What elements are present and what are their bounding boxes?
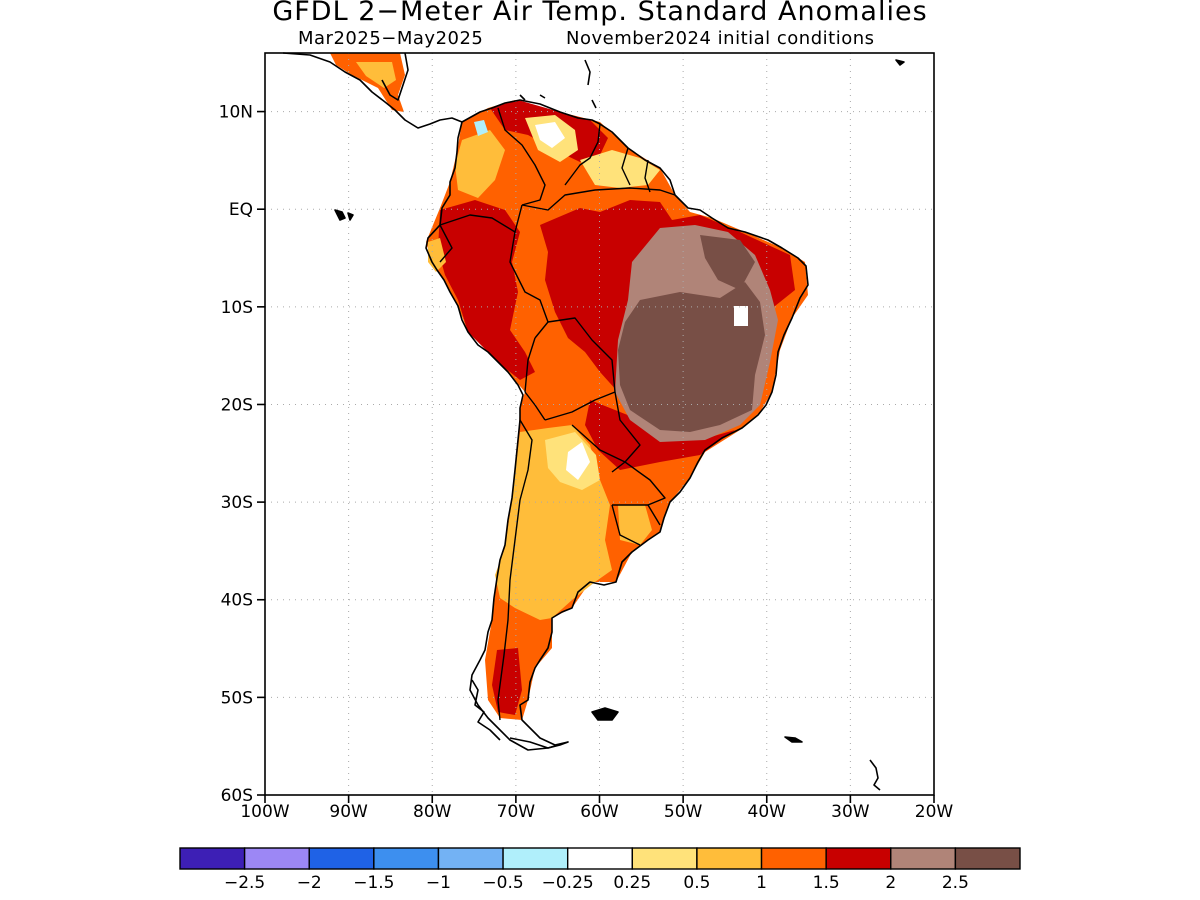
colorbar-swatch <box>760 847 827 870</box>
uruguay-anomaly <box>618 505 652 545</box>
colorbar-swatch <box>566 847 634 870</box>
colorbar-label: −1.5 <box>353 873 394 893</box>
colorbar-swatch <box>825 847 892 870</box>
colorbar-swatch <box>954 847 1021 870</box>
colorbar: −2.5 −2 −1.5 −1 −0.5 −0.25 0.25 0.5 1 1.5 2 2.5 <box>179 847 1021 893</box>
lon-tick-label: 50W <box>664 802 703 822</box>
venezuela-white-anomaly <box>535 122 565 148</box>
colorbar-label: −0.25 <box>542 873 594 893</box>
country-borders <box>427 107 676 721</box>
colorbar-label: −0.5 <box>482 873 523 893</box>
colorbar-swatch <box>179 847 246 870</box>
colombia-light-anomaly <box>455 130 505 198</box>
colorbar-swatch <box>373 847 440 870</box>
map-title: GFDL 2−Meter Air Temp. Standard Anomalie… <box>272 0 928 27</box>
lon-tick-label: 80W <box>413 802 452 822</box>
coastlines <box>282 52 905 791</box>
lon-tick-label: 60W <box>580 802 619 822</box>
missing-data-cell <box>734 306 748 326</box>
central-brazil-brown-anomaly <box>618 282 765 432</box>
lat-tick-label: 50S <box>221 688 253 708</box>
colorbar-label: 2 <box>885 873 896 893</box>
colorbar-label: −2 <box>297 873 322 893</box>
lat-tick-label: EQ <box>229 200 253 220</box>
lon-tick-label: 90W <box>329 802 368 822</box>
chile-fjord-islands <box>471 679 501 741</box>
lat-tick-label: 30S <box>221 493 253 513</box>
border-argentina-brazil <box>624 461 666 506</box>
border-paraguay-brazil <box>614 391 641 463</box>
argentina-white-anomaly <box>566 442 590 480</box>
coastal-blue-anomaly <box>474 120 488 136</box>
border-argentina-chile <box>497 419 533 721</box>
forecast-period: Mar2025−May2025 <box>298 28 484 49</box>
cape-verde-dot <box>895 59 905 66</box>
border-peru-brazil <box>509 231 549 339</box>
border-bolivia-paraguay <box>544 391 616 421</box>
colorbar-label: 1 <box>756 873 767 893</box>
south-atlantic-islands <box>869 759 881 791</box>
lon-tick-label: 70W <box>497 802 536 822</box>
border-colombia-venezuela <box>497 107 546 206</box>
border-ecuador-peru <box>427 224 453 263</box>
initial-conditions: November2024 initial conditions <box>566 28 875 49</box>
colorbar-label: 1.5 <box>813 873 840 893</box>
longitude-axis: 100W 90W 80W 70W 60W 50W 40W 30W 20W <box>240 795 953 822</box>
latitude-axis: 10N EQ 10S 20S 30S 40S 50S 60S <box>219 103 265 806</box>
colorbar-swatch <box>243 847 310 870</box>
border-suriname-guiana <box>644 159 651 193</box>
border-guyana-suriname <box>621 147 631 186</box>
lat-tick-label: 40S <box>221 591 253 611</box>
galapagos-islands <box>334 209 354 221</box>
guiana-light-anomaly <box>580 150 660 188</box>
northeast-brown-patch <box>700 235 755 290</box>
colorbar-label: 0.25 <box>613 873 651 893</box>
tierra-del-fuego-coastline <box>509 737 569 749</box>
central-america-light <box>356 62 396 88</box>
border-brazil-north <box>521 187 676 211</box>
colorbar-swatch <box>308 847 375 870</box>
lon-tick-label: 20W <box>915 802 954 822</box>
anomaly-field <box>330 53 808 720</box>
andes-red-anomaly <box>438 200 535 380</box>
border-venezuela-guyana <box>564 123 601 186</box>
lat-tick-label: 60S <box>221 786 253 806</box>
south-georgia <box>784 736 803 743</box>
central-america-coastline <box>282 52 463 129</box>
colorbar-label: 2.5 <box>942 873 969 893</box>
colorbar-swatch <box>502 847 569 870</box>
lon-tick-label: 40W <box>748 802 787 822</box>
map-gridlines <box>265 53 934 795</box>
colorbar-label: −2.5 <box>224 873 265 893</box>
colorbar-label: −1 <box>426 873 451 893</box>
colorbar-swatch <box>890 847 957 870</box>
lat-tick-label: 10S <box>221 298 253 318</box>
border-peru-bolivia <box>524 337 536 393</box>
border-bolivia-brazil <box>547 317 616 393</box>
colorbar-swatch <box>437 847 504 870</box>
south-america-coastline <box>425 99 809 751</box>
falkland-islands <box>591 707 619 721</box>
lon-tick-label: 30W <box>831 802 870 822</box>
colorbar-swatch <box>631 847 698 870</box>
colorbar-swatch <box>696 847 763 870</box>
lat-tick-label: 10N <box>219 103 253 123</box>
border-bolivia-chile <box>524 391 546 421</box>
central-america-anomaly <box>330 53 405 112</box>
lat-tick-label: 20S <box>221 395 253 415</box>
caribbean-islands <box>519 59 597 109</box>
border-paraguay-argentina <box>571 424 626 473</box>
border-colombia-peru <box>439 204 523 233</box>
border-uruguay <box>611 504 661 546</box>
patagonia-red <box>492 648 522 715</box>
lon-tick-label: 100W <box>240 802 289 822</box>
colorbar-label: 0.5 <box>683 873 710 893</box>
